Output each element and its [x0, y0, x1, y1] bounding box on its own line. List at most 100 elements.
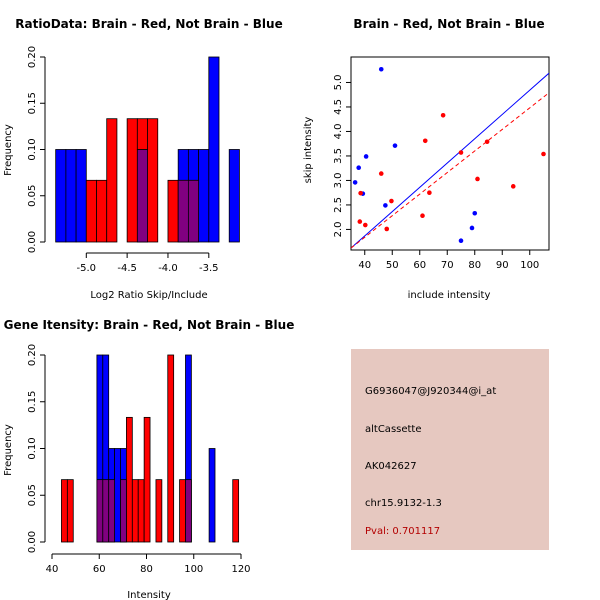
bar-intensity-overlap: [108, 479, 116, 543]
point-brain: [427, 190, 432, 195]
point-brain: [440, 112, 446, 118]
y-tick-label-ratio: 0.20: [27, 46, 38, 68]
point-notbrain: [363, 154, 369, 159]
x-tick-label-ratio: -5.0: [77, 263, 97, 274]
y-tick-label-ratio: 0.10: [27, 138, 38, 160]
bar-ratio-brain: [136, 118, 148, 150]
x-tick-label-ratio: -4.5: [117, 263, 137, 274]
info-accession: AK042627: [365, 461, 417, 472]
point-notbrain: [356, 165, 362, 171]
y-tick-label-intensity: 0.10: [27, 437, 38, 459]
y-tick-label-scatter: 3.0: [333, 172, 344, 188]
info-panel: G6936047@J920344@i_at altCassette AK0426…: [351, 349, 549, 550]
info-event-type: altCassette: [365, 424, 422, 435]
point-notbrain: [383, 203, 388, 208]
x-tick-label-intensity: 40: [46, 564, 59, 575]
y-tick-label-intensity: 0.05: [27, 484, 38, 506]
x-tick-label-scatter: 90: [496, 260, 509, 271]
bar-ratio-notbrain: [65, 149, 77, 243]
point-brain: [484, 139, 490, 145]
bar-ratio-overlap: [187, 179, 199, 243]
bar-intensity-brain: [131, 479, 139, 543]
y-tick-label-intensity: 0.20: [27, 344, 38, 366]
y-tick-label-scatter: 2.0: [333, 221, 344, 237]
point-notbrain: [458, 238, 464, 243]
bar-intensity-overlap: [120, 479, 127, 543]
point-brain: [363, 222, 368, 228]
x-tick-label-scatter: 80: [468, 260, 481, 271]
y-tick-label-intensity: 0.00: [27, 531, 38, 553]
info-pval: Pval: 0.701117: [365, 526, 441, 537]
chart-title-scatter: Brain - Red, Not Brain - Blue: [353, 17, 544, 31]
x-tick-label-ratio: -4.0: [158, 263, 178, 274]
y-tick-label-ratio: 0.15: [27, 92, 38, 114]
bar-ratio-notbrain: [55, 149, 67, 243]
y-tick-label-scatter: 4.5: [333, 99, 344, 115]
point-notbrain: [472, 210, 478, 216]
x-tick-label-intensity: 120: [231, 564, 250, 575]
bar-intensity-notbrain: [208, 448, 216, 543]
chart-title-intensity: Gene Itensity: Brain - Red, Not Brain - …: [4, 318, 295, 332]
bar-ratio-notbrain: [208, 56, 220, 243]
bar-ratio-overlap: [177, 179, 189, 243]
bar-ratio-brain: [147, 118, 159, 243]
point-brain: [358, 190, 363, 196]
bar-intensity-brain: [155, 479, 163, 543]
bar-intensity-notbrain: [114, 448, 121, 543]
plot-box-scatter: [350, 56, 550, 251]
point-notbrain: [378, 66, 384, 72]
bar-ratio-overlap: [136, 149, 148, 243]
point-notbrain: [352, 180, 358, 185]
point-brain: [510, 184, 516, 189]
bar-ratio-notbrain: [75, 149, 87, 243]
bar-ratio-brain: [96, 179, 108, 243]
y-tick-label-scatter: 3.5: [333, 148, 344, 164]
point-brain: [420, 213, 425, 219]
x-tick-label-scatter: 50: [386, 260, 399, 271]
bar-intensity-brain: [137, 479, 145, 543]
fit-line-blue: [351, 72, 549, 249]
point-brain: [389, 198, 394, 204]
y-axis-label-intensity: Frequency: [3, 424, 14, 476]
bar-intensity-brain: [61, 479, 68, 543]
bar-ratio-brain: [106, 118, 118, 243]
y-tick-label-scatter: 5.0: [333, 75, 344, 91]
y-axis-label-ratio: Frequency: [3, 124, 14, 176]
y-tick-label-intensity: 0.15: [27, 391, 38, 413]
bar-intensity-brain: [66, 479, 74, 543]
y-tick-label-ratio: 0.05: [27, 185, 38, 207]
point-notbrain: [469, 225, 475, 231]
info-location: chr15.9132-1.3: [365, 498, 442, 509]
bar-ratio-notbrain: [198, 149, 210, 243]
x-tick-label-intensity: 60: [93, 564, 106, 575]
bar-intensity-brain: [167, 354, 175, 543]
bar-intensity-brain: [232, 479, 240, 543]
x-tick-label-scatter: 100: [520, 260, 539, 271]
bar-intensity-overlap: [96, 479, 104, 543]
y-tick-label-ratio: 0.00: [27, 231, 38, 253]
x-tick-label-scatter: 40: [358, 260, 371, 271]
point-brain: [458, 150, 464, 155]
bar-ratio-brain: [85, 179, 97, 243]
x-tick-label-intensity: 100: [184, 564, 203, 575]
x-tick-label-intensity: 80: [140, 564, 153, 575]
bar-intensity-brain: [126, 416, 133, 543]
info-probe-id: G6936047@J920344@i_at: [365, 386, 497, 397]
x-axis-label-intensity: Intensity: [127, 590, 171, 600]
x-axis-label-scatter: include intensity: [408, 290, 491, 301]
point-brain: [384, 226, 390, 232]
bar-intensity-overlap: [185, 479, 192, 543]
bar-ratio-notbrain: [228, 149, 240, 243]
bar-ratio-brain: [126, 118, 138, 243]
fit-line-red: [351, 92, 549, 249]
point-brain: [357, 219, 363, 224]
y-tick-label-scatter: 4.0: [333, 124, 344, 140]
point-brain: [422, 138, 428, 144]
chart-title-ratio: RatioData: Brain - Red, Not Brain - Blue: [15, 17, 282, 31]
bar-intensity-brain: [143, 416, 151, 543]
bar-intensity-brain: [179, 479, 186, 543]
bar-intensity-overlap: [102, 479, 110, 543]
point-notbrain: [392, 143, 398, 148]
